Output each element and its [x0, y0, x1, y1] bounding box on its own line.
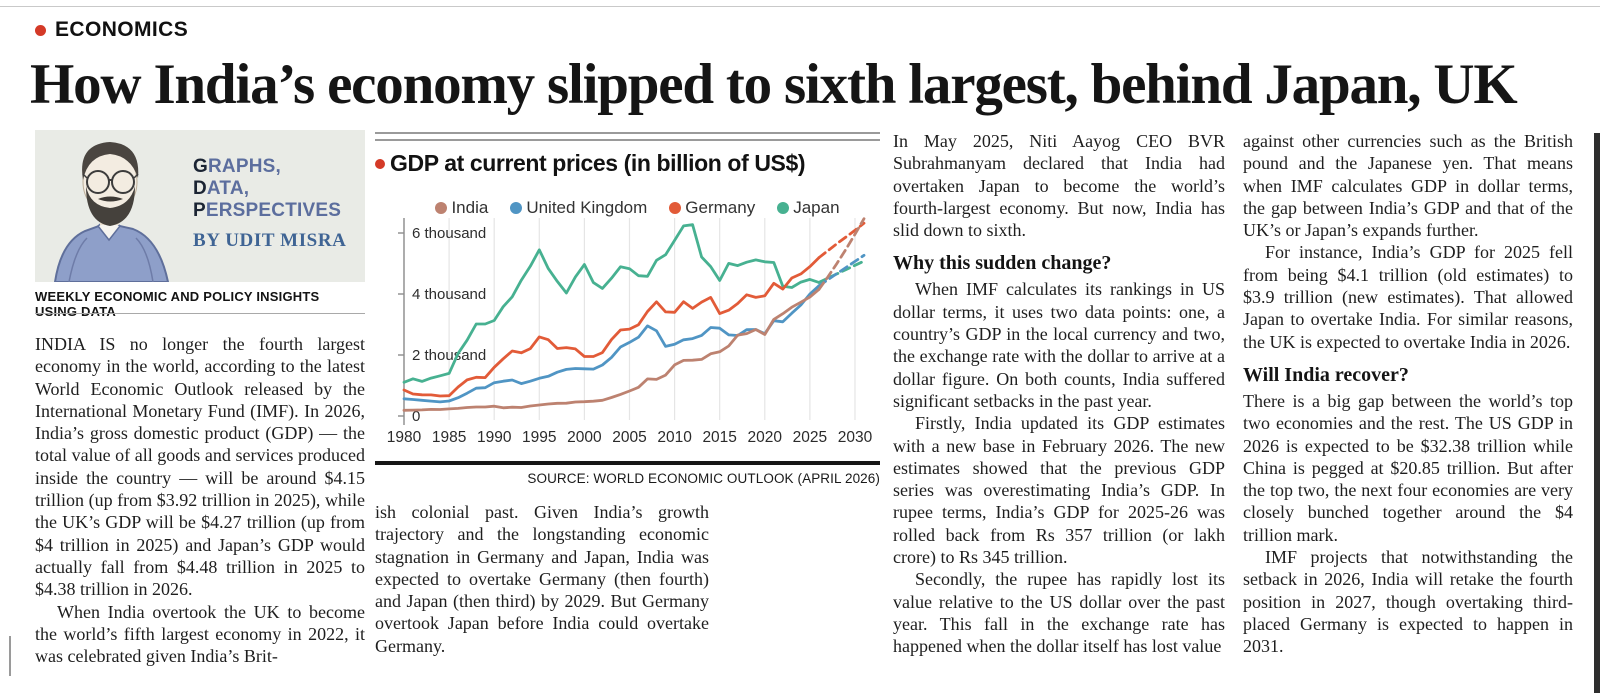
svg-text:2030: 2030 — [838, 429, 873, 446]
legend-item-germany: Germany — [669, 198, 755, 218]
legend-label: Germany — [685, 198, 756, 217]
india-dot-icon — [435, 202, 448, 214]
legend-label: Japan — [793, 198, 840, 217]
author-title-line: PERSPECTIVES — [193, 200, 347, 222]
article-column-1: INDIA IS no longer the fourth largest ec… — [35, 333, 365, 667]
svg-text:1995: 1995 — [522, 429, 556, 446]
paragraph: When IMF calculates its rankings in US d… — [893, 279, 1225, 411]
gdp-rest-text: ERSPECTIVES — [205, 200, 342, 221]
author-portrait-sketch — [35, 130, 187, 282]
paragraph: IMF projects that notwithstanding the se… — [1243, 547, 1573, 657]
paragraph: For instance, India’s GDP for 2025 fell … — [1243, 242, 1573, 352]
legend-label: India — [451, 198, 489, 217]
article-column-4: against other currencies such as the Bri… — [1243, 130, 1573, 658]
svg-text:2010: 2010 — [657, 429, 692, 446]
gdp-line-chart: 0 2 thousand 4 thousand 6 thousand 1980 1985 1… — [375, 213, 880, 451]
page-edge-bar — [1594, 133, 1600, 693]
svg-text:1990: 1990 — [477, 429, 512, 446]
svg-text:1985: 1985 — [432, 429, 466, 446]
subheading-will-india-recover: Will India recover? — [1243, 363, 1409, 386]
chart-title: GDP at current prices (in billion of US$… — [390, 150, 806, 176]
legend-label: United Kingdom — [526, 198, 648, 217]
paragraph: ish colonial past. Given India’s growth … — [375, 502, 709, 656]
chart-source: SOURCE: WORLD ECONOMIC OUTLOOK (APRIL 20… — [527, 471, 880, 486]
legend-item-japan: Japan — [777, 198, 840, 218]
svg-text:2005: 2005 — [612, 429, 646, 446]
legend-item-india: India — [435, 198, 488, 218]
left-edge-rule — [9, 636, 11, 676]
subheading-why-this-sudden-change: Why this sudden change? — [893, 252, 1112, 275]
paragraph: In May 2025, Niti Aayog CEO BVR Subrahma… — [893, 131, 1225, 241]
headline: How India’s economy slipped to sixth lar… — [30, 53, 1518, 116]
author-title-line: GRAPHS, — [193, 156, 347, 178]
chart-legend: India United Kingdom Germany Japan — [395, 198, 880, 218]
section-header: ECONOMICS — [35, 18, 188, 42]
tagline-divider — [35, 313, 365, 314]
chart-top-double-rule — [375, 132, 880, 141]
article-column-3: In May 2025, Niti Aayog CEO BVR Subrahma… — [893, 130, 1225, 658]
paragraph: When India overtook the UK to become the… — [35, 601, 365, 667]
gdp-rest-text: RAPHS, — [207, 156, 281, 177]
section-bullet-icon — [35, 24, 46, 36]
legend-item-uk: United Kingdom — [510, 198, 647, 218]
gdp-lead-letter: D — [193, 178, 207, 199]
germany-dot-icon — [669, 202, 682, 214]
article-column-2: ish colonial past. Given India’s growth … — [375, 501, 709, 657]
svg-text:1980: 1980 — [387, 429, 422, 446]
paragraph: INDIA IS no longer the fourth largest ec… — [35, 334, 365, 600]
svg-text:2000: 2000 — [567, 429, 602, 446]
svg-text:2020: 2020 — [748, 429, 783, 446]
section-label: ECONOMICS — [55, 18, 189, 41]
chart-title-row: GDP at current prices (in billion of US$… — [375, 150, 880, 177]
svg-text:6 thousand: 6 thousand — [412, 225, 486, 242]
chart-bottom-rule — [375, 461, 880, 465]
svg-text:0: 0 — [412, 408, 420, 425]
paragraph: Firstly, India updated its GDP estimates… — [893, 413, 1225, 568]
gdp-rest-text: ATA, — [206, 178, 250, 199]
author-title-line: DATA, — [193, 178, 347, 200]
paragraph: Secondly, the rupee has rapidly lost its… — [893, 569, 1225, 657]
uk-dot-icon — [510, 202, 523, 214]
gdp-lead-letter: G — [193, 156, 208, 177]
gdp-lead-letter: P — [193, 200, 206, 221]
svg-text:2015: 2015 — [702, 429, 736, 446]
svg-text:2 thousand: 2 thousand — [412, 347, 486, 364]
svg-text:4 thousand: 4 thousand — [412, 286, 486, 303]
column-tagline: WEEKLY ECONOMIC AND POLICY INSIGHTS USIN… — [35, 289, 320, 319]
svg-text:2025: 2025 — [793, 429, 827, 446]
paragraph: against other currencies such as the Bri… — [1243, 131, 1573, 241]
paragraph: There is a big gap between the world’s t… — [1243, 390, 1573, 545]
byline: BY UDIT MISRA — [193, 230, 347, 251]
chart-bullet-icon — [375, 158, 385, 169]
author-box: GRAPHS, DATA, PERSPECTIVES BY UDIT MISRA — [35, 130, 365, 282]
top-divider — [0, 6, 1600, 7]
author-title-block: GRAPHS, DATA, PERSPECTIVES BY UDIT MISRA — [187, 130, 347, 282]
japan-dot-icon — [777, 202, 790, 214]
gdp-chart-canvas: 0 2 thousand 4 thousand 6 thousand 1980 1985 1… — [387, 217, 873, 446]
